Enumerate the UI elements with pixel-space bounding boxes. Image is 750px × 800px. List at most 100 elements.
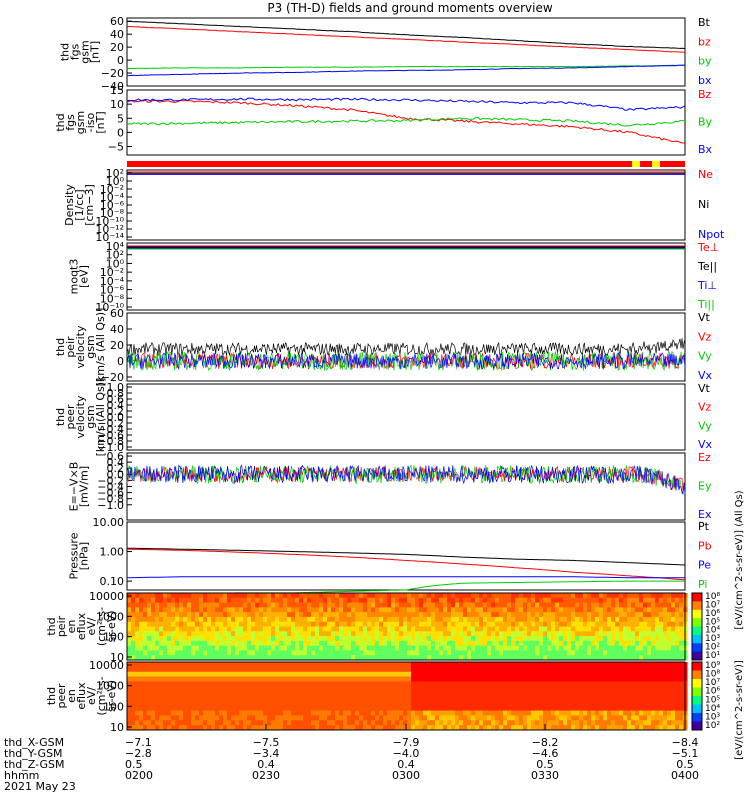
spectrogram-cell <box>275 636 280 642</box>
spectrogram-cell <box>283 631 288 637</box>
colorbar-frame <box>691 592 703 661</box>
spectrogram-cell <box>671 691 676 697</box>
spectrogram-cell <box>647 602 652 608</box>
spectrogram-cell <box>171 640 176 647</box>
spectrogram-cell <box>243 640 248 647</box>
spectrogram-cell <box>183 602 188 608</box>
spectrogram-cell <box>207 655 212 661</box>
spectrogram-cell <box>295 671 300 678</box>
spectrogram-cell <box>231 612 236 618</box>
spectrogram-cell <box>463 616 468 623</box>
spectrogram-cell <box>503 662 508 668</box>
spectrogram-cell <box>283 725 288 731</box>
spectrogram-cell <box>667 631 672 637</box>
spectrogram-cell <box>327 696 332 702</box>
spectrogram-cell <box>515 593 520 599</box>
spectrogram-cell <box>587 607 592 613</box>
spectrogram-cell <box>603 612 608 618</box>
spectrogram-cell <box>147 681 152 687</box>
spectrogram-cell <box>555 602 560 608</box>
spectrogram-cell <box>399 597 404 604</box>
spectrogram-cell <box>559 650 564 656</box>
spectrogram-cell <box>147 626 152 632</box>
spectrogram-cell <box>215 700 220 707</box>
y-tick-label: 10⁻⁴ <box>100 191 125 204</box>
spectrogram-cell <box>571 602 576 608</box>
spectrogram-cell <box>387 705 392 712</box>
spectrogram-cell <box>283 676 288 682</box>
spectrogram-cell <box>407 686 412 692</box>
spectrogram-cell <box>623 700 628 707</box>
panel-stack: 6040200−20−40thdfgsgsm[nT]Btbzbybx151050… <box>45 15 745 760</box>
spectrogram-cell <box>331 696 336 702</box>
spectrogram-cell <box>263 666 268 673</box>
spectrogram-cell <box>431 681 436 687</box>
spectrogram-cell <box>563 666 568 673</box>
spectrogram-cell <box>151 655 156 661</box>
spectrogram-cell <box>631 645 636 651</box>
spectrogram-cell <box>443 671 448 678</box>
spectrogram-cell <box>439 691 444 697</box>
spectrogram-cell <box>447 662 452 668</box>
spectrogram-cell <box>331 597 336 604</box>
spectrogram-cell <box>491 676 496 682</box>
spectrogram-cell <box>415 650 420 656</box>
spectrogram-cell <box>379 655 384 661</box>
spectrogram-cell <box>375 725 380 731</box>
spectrogram-cell <box>395 621 400 627</box>
spectrogram-cell <box>563 626 568 632</box>
legend-entry: Vx <box>698 369 713 382</box>
spectrogram-cell <box>323 636 328 642</box>
spectrogram-cell <box>355 696 360 702</box>
spectrogram-cell <box>635 607 640 613</box>
spectrogram-cell <box>347 616 352 623</box>
spectrogram-cell <box>235 725 240 731</box>
spectrogram-cell <box>175 593 180 599</box>
spectrogram-cell <box>375 691 380 697</box>
spectrogram-cell <box>399 700 404 707</box>
spectrogram-cell <box>607 710 612 716</box>
spectrogram-cell <box>499 715 504 721</box>
spectrogram-cell <box>595 671 600 678</box>
spectrogram-cell <box>471 597 476 604</box>
spectrogram-cell <box>307 725 312 731</box>
spectrogram-cell <box>631 602 636 608</box>
spectrogram-cell <box>247 705 252 712</box>
spectrogram-cell <box>247 636 252 642</box>
spectrogram-cell <box>567 607 572 613</box>
spectrogram-cell <box>503 681 508 687</box>
spectrogram-cell <box>619 705 624 712</box>
spectrogram-cell <box>491 671 496 678</box>
spectrogram-cell <box>219 612 224 618</box>
spectrogram-cell <box>411 666 416 673</box>
legend-entry: Ne <box>698 168 713 181</box>
spectrogram-cell <box>499 681 504 687</box>
spectrogram-cell <box>183 671 188 678</box>
spectrogram-cell <box>195 700 200 707</box>
spectrogram-cell <box>587 593 592 599</box>
spectrogram-cell <box>339 655 344 661</box>
spectrogram-cell <box>351 691 356 697</box>
spectrogram-cell <box>191 720 196 726</box>
spectrogram-cell <box>139 631 144 637</box>
legend-entry: Pb <box>698 539 712 552</box>
spectrogram-cell <box>247 710 252 716</box>
y-tick-label: 15 <box>110 84 124 97</box>
spectrogram-cell <box>467 681 472 687</box>
spectrogram-cell <box>495 715 500 721</box>
panel-frame <box>126 521 686 591</box>
spectrogram-cell <box>559 720 564 726</box>
spectrogram-cell <box>351 715 356 721</box>
spectrogram-cell <box>507 607 512 613</box>
spectrogram-cell <box>271 725 276 731</box>
spectrogram-cell <box>663 626 668 632</box>
spectrogram-cell <box>487 681 492 687</box>
spectrogram-cell <box>483 725 488 731</box>
spectrogram-cell <box>647 720 652 726</box>
spectrogram-cell <box>155 725 160 731</box>
spectrogram-cell <box>575 650 580 656</box>
spectrogram-cell <box>655 612 660 618</box>
series-line <box>126 338 686 357</box>
spectrogram-cell <box>187 655 192 661</box>
spectrogram-cell <box>259 597 264 604</box>
